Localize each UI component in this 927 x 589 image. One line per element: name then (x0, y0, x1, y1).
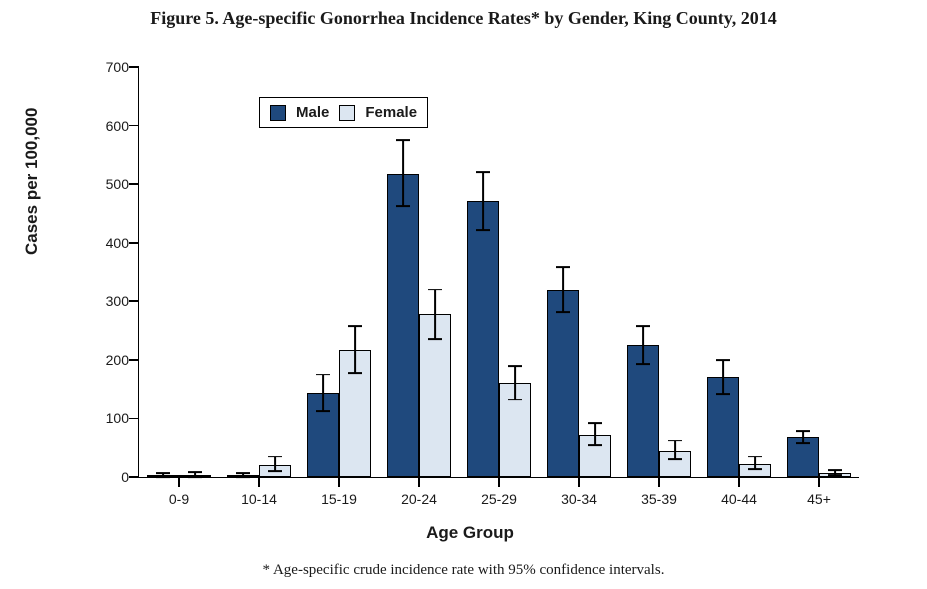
error-bar-stem (274, 457, 276, 472)
x-tick-label: 25-29 (481, 491, 517, 507)
error-bar-stem (722, 360, 724, 394)
plot-area: MaleFemale 01002003004005006007000-910-1… (138, 67, 859, 478)
y-tick-label: 200 (89, 352, 129, 368)
error-bar-stem (674, 441, 676, 460)
legend-swatch (339, 105, 355, 121)
error-bar-stem (562, 267, 564, 312)
legend-label: Male (296, 104, 329, 121)
y-tick-label: 300 (89, 293, 129, 309)
x-tick-label: 45+ (807, 491, 831, 507)
x-tick (658, 477, 660, 487)
x-tick (178, 477, 180, 487)
figure-footnote: * Age-specific crude incidence rate with… (0, 562, 927, 579)
error-bar-cap (508, 399, 522, 401)
error-bar-cap (396, 139, 410, 141)
x-tick (338, 477, 340, 487)
error-bar-cap (716, 393, 730, 395)
error-bar-cap (316, 410, 330, 412)
error-bar-cap (236, 476, 250, 478)
y-tick-label: 600 (89, 118, 129, 134)
error-bar-cap (748, 468, 762, 470)
y-tick (129, 183, 139, 185)
error-bar-cap (268, 456, 282, 458)
x-tick (498, 477, 500, 487)
x-tick-label: 15-19 (321, 491, 357, 507)
error-bar-cap (636, 363, 650, 365)
error-bar-cap (268, 470, 282, 472)
x-tick (578, 477, 580, 487)
error-bar-cap (348, 372, 362, 374)
y-tick (129, 300, 139, 302)
y-tick-label: 400 (89, 235, 129, 251)
error-bar-cap (156, 476, 170, 478)
error-bar-cap (588, 422, 602, 424)
legend-label: Female (365, 104, 417, 121)
y-tick-label: 0 (89, 469, 129, 485)
error-bar-stem (402, 140, 404, 206)
bar (467, 201, 499, 477)
error-bar-cap (556, 311, 570, 313)
x-tick-label: 35-39 (641, 491, 677, 507)
error-bar-cap (156, 473, 170, 475)
error-bar-cap (236, 473, 250, 475)
x-tick (258, 477, 260, 487)
error-bar-cap (428, 338, 442, 340)
error-bar-cap (748, 456, 762, 458)
error-bar-cap (396, 205, 410, 207)
error-bar-stem (754, 457, 756, 470)
x-tick-label: 20-24 (401, 491, 437, 507)
error-bar-stem (514, 366, 516, 400)
legend-swatch (270, 105, 286, 121)
error-bar-cap (668, 459, 682, 461)
figure-title: Figure 5. Age-specific Gonorrhea Inciden… (0, 8, 927, 29)
error-bar-stem (642, 326, 644, 364)
error-bar-stem (594, 423, 596, 445)
error-bar-cap (588, 444, 602, 446)
error-bar-cap (828, 469, 842, 471)
y-tick (129, 418, 139, 420)
y-tick (129, 476, 139, 478)
error-bar-cap (796, 442, 810, 444)
error-bar-cap (828, 474, 842, 476)
error-bar-cap (188, 476, 202, 478)
error-bar-cap (668, 440, 682, 442)
y-tick-label: 700 (89, 59, 129, 75)
bar (627, 345, 659, 477)
y-tick-label: 500 (89, 176, 129, 192)
error-bar-cap (556, 266, 570, 268)
error-bar-cap (428, 289, 442, 291)
y-tick (129, 66, 139, 68)
x-tick-label: 30-34 (561, 491, 597, 507)
figure-page: Figure 5. Age-specific Gonorrhea Inciden… (0, 0, 927, 589)
x-axis-label: Age Group (60, 523, 880, 543)
y-tick (129, 359, 139, 361)
x-tick-label: 0-9 (169, 491, 189, 507)
error-bar-stem (354, 326, 356, 373)
error-bar-cap (716, 359, 730, 361)
bar (387, 174, 419, 477)
error-bar-stem (434, 290, 436, 340)
y-axis-label: Cases per 100,000 (22, 108, 42, 255)
x-tick (418, 477, 420, 487)
error-bar-stem (322, 375, 324, 411)
error-bar-cap (796, 430, 810, 432)
bar (547, 290, 579, 477)
error-bar-cap (476, 229, 490, 231)
y-tick-label: 100 (89, 410, 129, 426)
chart-container: Cases per 100,000 MaleFemale 01002003004… (60, 55, 880, 535)
error-bar-cap (348, 325, 362, 327)
error-bar-stem (482, 172, 484, 229)
error-bar-cap (636, 325, 650, 327)
error-bar-cap (316, 374, 330, 376)
error-bar-cap (188, 471, 202, 473)
x-tick (738, 477, 740, 487)
x-tick (818, 477, 820, 487)
x-tick-label: 40-44 (721, 491, 757, 507)
error-bar-cap (508, 365, 522, 367)
legend: Male Female (259, 97, 428, 128)
x-tick-label: 10-14 (241, 491, 277, 507)
y-tick (129, 242, 139, 244)
y-tick (129, 125, 139, 127)
error-bar-cap (476, 172, 490, 174)
